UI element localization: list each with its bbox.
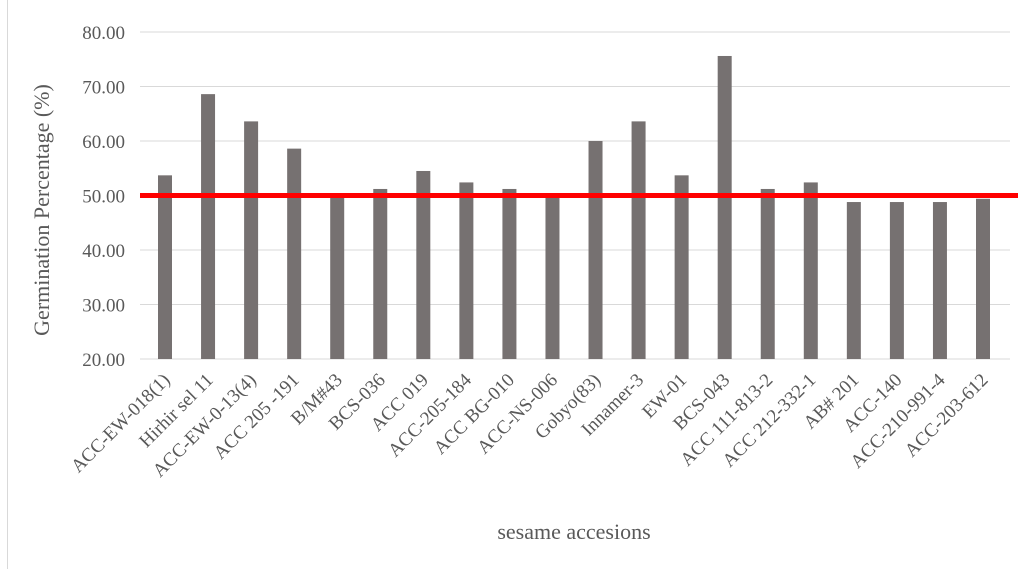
bar bbox=[287, 148, 302, 359]
y-tick-label: 60.00 bbox=[82, 132, 125, 153]
bar bbox=[889, 202, 904, 359]
y-tick-labels: 20.00 30.00 40.00 50.00 60.00 70.00 80.00 bbox=[82, 23, 125, 371]
bar bbox=[631, 121, 646, 359]
bars bbox=[158, 55, 990, 359]
bar bbox=[674, 175, 689, 359]
bar bbox=[416, 170, 431, 359]
bar bbox=[201, 94, 216, 359]
bar bbox=[760, 188, 775, 359]
y-tick-label: 20.00 bbox=[82, 350, 125, 371]
bar bbox=[459, 182, 474, 359]
bar bbox=[803, 182, 818, 359]
bar bbox=[330, 195, 345, 359]
bar bbox=[717, 55, 732, 359]
y-tick-label: 70.00 bbox=[82, 78, 125, 99]
bar bbox=[588, 141, 603, 359]
x-tick-labels: ACC-EW-018(1)Hirhir sel 11ACC-EW-0-13(4)… bbox=[67, 369, 992, 481]
x-axis-title: sesame accesions bbox=[497, 519, 650, 544]
y-tick-label: 30.00 bbox=[82, 296, 125, 317]
bar bbox=[158, 175, 172, 359]
gridlines bbox=[140, 31, 1010, 360]
bar bbox=[502, 188, 517, 359]
bar bbox=[244, 121, 259, 359]
bar bbox=[976, 198, 990, 359]
bar bbox=[373, 188, 388, 359]
bar bbox=[932, 202, 947, 359]
y-tick-label: 40.00 bbox=[82, 241, 125, 262]
y-tick-label: 80.00 bbox=[82, 23, 125, 44]
bar bbox=[545, 195, 560, 359]
y-axis-title: Germination Percentage (%) bbox=[29, 84, 54, 336]
y-tick-label: 50.00 bbox=[82, 187, 125, 208]
bar bbox=[846, 202, 861, 359]
